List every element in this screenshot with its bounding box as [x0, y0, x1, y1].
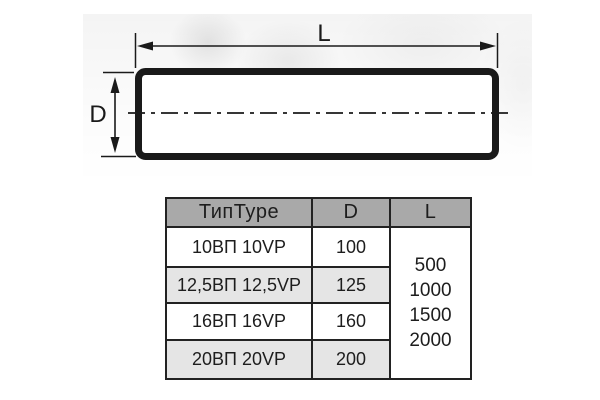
diameter-label: D [89, 101, 106, 128]
table-row: 16ВП 16VP 160 [165, 302, 471, 341]
length-value: 1500 [409, 305, 452, 326]
length-value: 500 [414, 255, 447, 276]
header-d: D [311, 197, 391, 228]
length-value: 1000 [409, 280, 452, 301]
arrowhead-down-icon [110, 137, 120, 153]
d-cell: 200 [311, 339, 391, 380]
arrowhead-right-icon [480, 41, 496, 51]
type-cell: 20ВП 20VP [165, 339, 313, 380]
arrowhead-up-icon [110, 77, 120, 93]
duct-outline [135, 68, 499, 160]
table-row: 20ВП 20VP 200 [165, 339, 471, 380]
table-row: 12,5ВП 12,5VP 125 [165, 266, 471, 304]
arrowhead-left-icon [137, 41, 153, 51]
header-l: L [389, 197, 472, 228]
length-value: 2000 [409, 330, 452, 351]
header-type: ТипType [165, 197, 313, 228]
d-cell: 160 [311, 302, 391, 341]
type-cell: 16ВП 16VP [165, 302, 313, 341]
d-cell: 125 [311, 266, 391, 304]
duct-dimension-diagram: L D [89, 20, 514, 160]
type-cell: 12,5ВП 12,5VP [165, 266, 313, 304]
table-row: 10ВП 10VP 100 500 1000 1500 2000 [165, 226, 472, 380]
lengths-cell: 500 1000 1500 2000 [389, 226, 472, 380]
d-cell: 100 [311, 226, 391, 268]
length-label: L [317, 20, 330, 47]
table-header-row: ТипType D L [165, 197, 472, 228]
type-cell: 10ВП 10VP [165, 226, 313, 268]
spec-table: ТипType D L 10ВП 10VP 100 500 1000 1500 … [165, 197, 472, 380]
